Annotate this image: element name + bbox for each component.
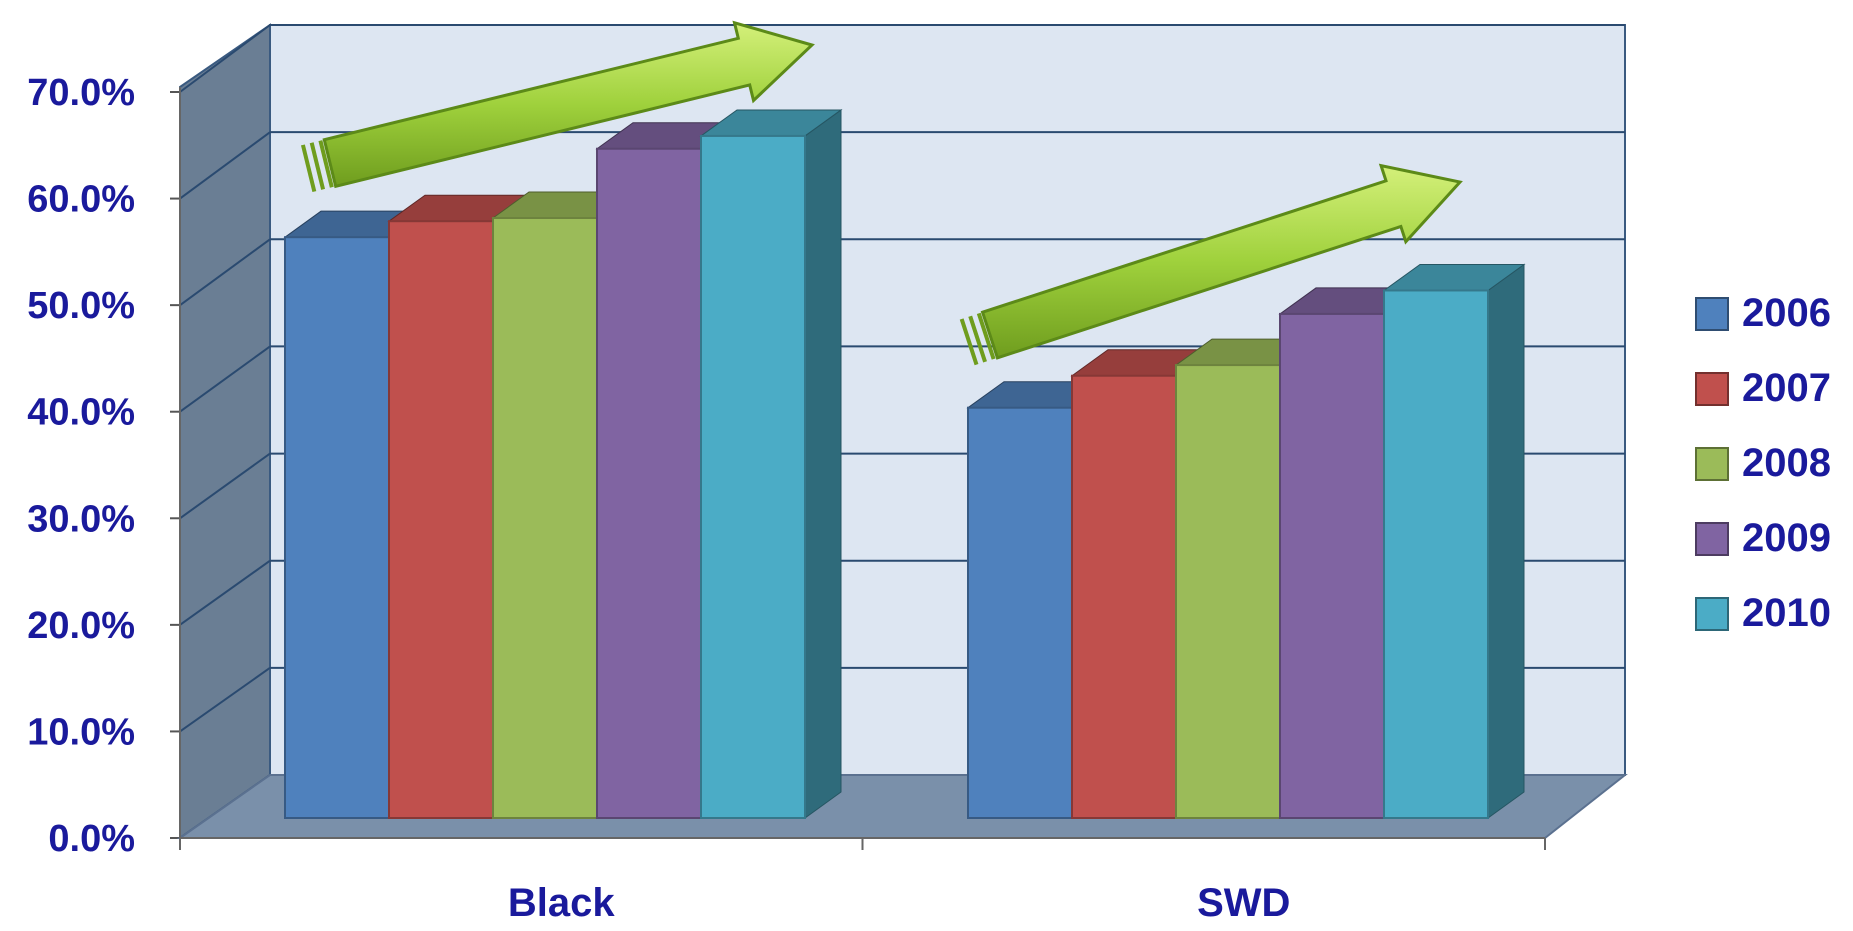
arrow-tail-stripe <box>309 142 326 190</box>
legend-item-2010: 2010 <box>1695 591 1831 635</box>
bar-front <box>967 406 1073 819</box>
arrow-body <box>980 163 1463 360</box>
bar-front <box>1279 312 1385 819</box>
bar-front <box>492 217 598 819</box>
trend-arrow-2 <box>959 163 1463 366</box>
legend-swatch <box>1695 447 1729 481</box>
gridline-side <box>179 559 271 626</box>
x-category-label: Black <box>508 881 615 925</box>
bar-swd-2010 <box>1382 263 1526 819</box>
y-tick-label: 50.0% <box>27 285 135 327</box>
legend-label: 2009 <box>1742 516 1831 560</box>
bar-side <box>804 108 842 819</box>
gridline-side <box>179 238 271 306</box>
y-tick-label: 0.0% <box>48 818 135 860</box>
bars <box>283 108 1526 819</box>
legend-item-2008: 2008 <box>1695 441 1831 485</box>
gridline-side <box>179 24 271 93</box>
legend-item-2009: 2009 <box>1695 516 1831 560</box>
bar-front <box>596 147 702 819</box>
arrow-tail-stripe <box>318 140 334 188</box>
bar-black-2010 <box>699 108 843 819</box>
bar-front <box>388 220 494 819</box>
trend-arrows <box>300 20 1463 366</box>
legend-label: 2006 <box>1742 291 1831 335</box>
gridline-side <box>179 131 271 200</box>
legend-swatch <box>1695 372 1729 406</box>
bar-front <box>1383 289 1489 819</box>
legend-swatch <box>1695 597 1729 631</box>
legend-item-2007: 2007 <box>1695 366 1831 410</box>
side-wall <box>179 23 271 840</box>
y-tick-label: 10.0% <box>27 711 135 753</box>
legend-swatch <box>1695 297 1729 331</box>
legend-label: 2010 <box>1742 591 1831 635</box>
trend-arrow-1 <box>300 20 815 193</box>
bar-side <box>1487 263 1525 819</box>
gridline-side <box>179 345 271 413</box>
y-axis-tick-labels: 0.0% 10.0% 20.0% 30.0% 40.0% 50.0% 60.0% 70.0% <box>27 72 135 860</box>
x-axis-category-labels: Black SWD <box>508 881 1291 925</box>
legend-swatch <box>1695 522 1729 556</box>
legend-label: 2008 <box>1742 441 1831 485</box>
gridline-side <box>179 452 271 520</box>
bar-front <box>1071 374 1177 819</box>
y-tick-label: 60.0% <box>27 179 135 221</box>
y-tick-label: 20.0% <box>27 605 135 647</box>
legend: 2006 2007 2008 2009 2010 <box>1695 291 1831 635</box>
bar-front <box>1175 364 1281 819</box>
arrow-tail-stripe <box>959 318 979 366</box>
y-tick-label: 30.0% <box>27 498 135 540</box>
bar-front <box>284 236 390 819</box>
x-category-label: SWD <box>1197 881 1290 925</box>
legend-item-2006: 2006 <box>1695 291 1831 335</box>
gridline-side <box>179 667 271 733</box>
arrow-tail-stripe <box>968 315 987 363</box>
y-tick-label: 70.0% <box>27 72 135 114</box>
legend-label: 2007 <box>1742 366 1831 410</box>
bar-front <box>700 134 806 819</box>
arrow-tail-stripe <box>300 144 317 193</box>
y-tick-label: 40.0% <box>27 392 135 434</box>
arrow-tail-stripe <box>976 312 996 360</box>
arrow-body <box>322 20 815 189</box>
